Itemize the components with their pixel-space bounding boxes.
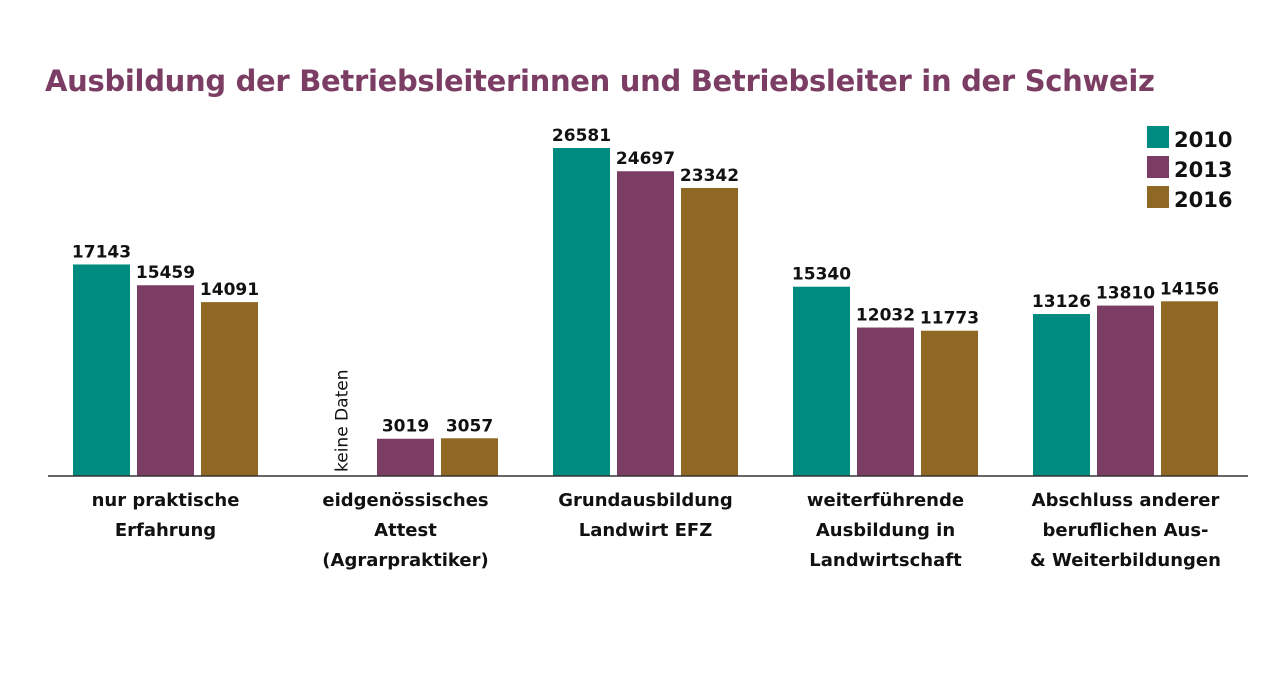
category-label: Landwirtschaft xyxy=(809,550,962,571)
category-label: Ausbildung in xyxy=(816,520,955,541)
bar-2013-3 xyxy=(857,327,914,476)
bar-2016-0 xyxy=(201,302,258,476)
legend-label-2016: 2016 xyxy=(1174,188,1232,212)
bar-2010-0 xyxy=(73,264,130,476)
category-label: eidgenössisches xyxy=(322,490,488,511)
data-label: 24697 xyxy=(616,149,675,169)
bar-2010-3 xyxy=(793,286,850,476)
bar-2016-3 xyxy=(921,330,978,476)
bar-2013-0 xyxy=(137,285,194,476)
data-label: 23342 xyxy=(680,166,739,186)
bar-2016-4 xyxy=(1161,301,1218,476)
bar-2013-2 xyxy=(617,171,674,477)
bar-2010-2 xyxy=(553,148,610,476)
legend-label-2013: 2013 xyxy=(1174,158,1232,182)
data-label: 14156 xyxy=(1160,279,1219,299)
category-label: Erfahrung xyxy=(115,520,216,541)
category-label: weiterführende xyxy=(807,490,964,511)
bar-2016-1 xyxy=(441,438,498,476)
data-label: 17143 xyxy=(72,242,131,262)
chart-title: Ausbildung der Betriebsleiterinnen und B… xyxy=(45,64,1155,98)
data-label: 14091 xyxy=(200,280,259,300)
data-label: 15459 xyxy=(136,263,195,283)
data-label: 3057 xyxy=(446,416,493,436)
bar-2013-1 xyxy=(377,438,434,476)
category-label: Abschluss anderer xyxy=(1032,490,1220,511)
category-label: (Agrarpraktiker) xyxy=(322,550,488,571)
category-label: Landwirt EFZ xyxy=(579,520,713,541)
data-label: 12032 xyxy=(856,306,915,326)
legend-label-2010: 2010 xyxy=(1174,128,1232,152)
no-data-label: keine Daten xyxy=(333,370,353,472)
legend-swatch-2010 xyxy=(1147,126,1169,148)
data-label: 15340 xyxy=(792,265,851,285)
data-label: 13810 xyxy=(1096,284,1155,304)
data-label: 26581 xyxy=(552,126,611,146)
data-label: 13126 xyxy=(1032,292,1091,312)
bar-2016-2 xyxy=(681,187,738,477)
legend-swatch-2013 xyxy=(1147,156,1169,178)
data-label: 11773 xyxy=(920,309,979,329)
category-label: Attest xyxy=(374,520,437,541)
category-label: & Weiterbildungen xyxy=(1030,550,1221,571)
category-label: Grundausbildung xyxy=(558,490,732,511)
category-label: beruflichen Aus- xyxy=(1043,520,1209,541)
category-label: nur praktische xyxy=(92,490,240,511)
bar-2010-4 xyxy=(1033,314,1090,476)
legend-swatch-2016 xyxy=(1147,186,1169,208)
bar-2013-4 xyxy=(1097,305,1154,476)
data-label: 3019 xyxy=(382,417,429,437)
